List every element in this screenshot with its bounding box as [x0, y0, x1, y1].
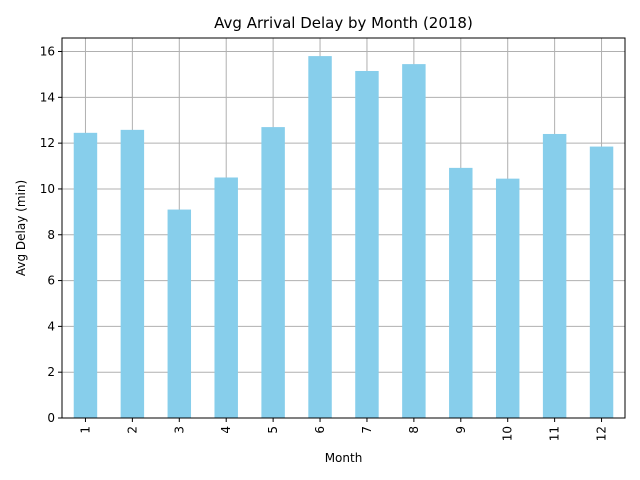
x-tick-label: 6 [313, 426, 327, 434]
bar-month-9 [449, 167, 473, 418]
grid-layer [62, 38, 625, 419]
bar-month-6 [308, 56, 332, 418]
x-tick-label: 7 [360, 426, 374, 434]
x-tick-label: 10 [501, 426, 515, 441]
y-tick-label: 6 [47, 274, 55, 288]
bars-layer [73, 56, 614, 419]
x-axis-label: Month [325, 451, 363, 465]
x-tick-label: 11 [548, 426, 562, 441]
y-tick-label: 4 [47, 319, 55, 333]
bar-month-10 [495, 178, 520, 418]
bar-month-7 [355, 70, 379, 418]
bar-month-4 [214, 177, 238, 418]
x-tick-label: 1 [78, 426, 92, 434]
plot-frame [61, 37, 626, 419]
bar-month-1 [73, 132, 98, 418]
y-tick-label: 8 [47, 228, 55, 242]
x-tick-label: 12 [595, 426, 609, 441]
bar-month-12 [589, 146, 614, 419]
y-tick-label: 12 [40, 136, 55, 150]
bar-month-2 [120, 129, 145, 418]
chart-title: Avg Arrival Delay by Month (2018) [214, 14, 473, 32]
y-tick-label: 14 [40, 90, 55, 104]
bar-month-8 [402, 64, 426, 418]
x-tick-label: 9 [454, 426, 468, 434]
x-tick-label: 8 [407, 426, 421, 434]
x-tick-label: 5 [266, 426, 280, 434]
y-tick-label: 16 [40, 45, 55, 59]
bar-month-5 [261, 127, 285, 418]
x-tick-label: 2 [125, 426, 139, 434]
y-tick-label: 10 [40, 182, 55, 196]
x-tick-label: 4 [219, 426, 233, 434]
bar-month-3 [167, 209, 192, 418]
bar-month-11 [542, 133, 567, 418]
y-tick-label: 0 [47, 411, 55, 425]
x-tick-label: 3 [172, 426, 186, 434]
y-tick-label: 2 [47, 365, 55, 379]
y-axis-label: Avg Delay (min) [14, 180, 28, 276]
